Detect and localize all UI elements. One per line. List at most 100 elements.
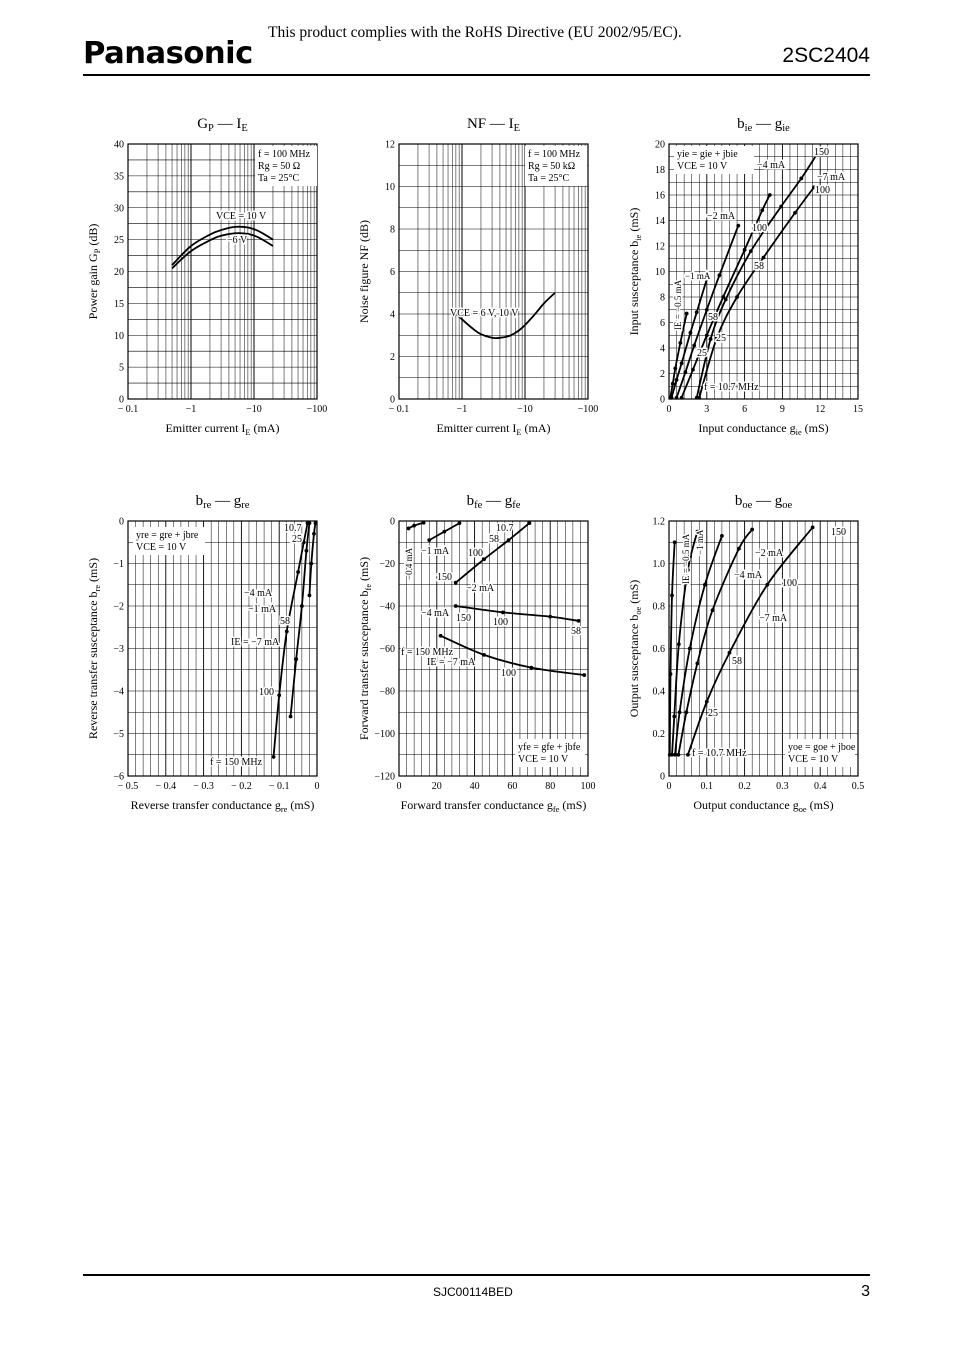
data-point xyxy=(288,714,293,719)
annotation-label: f = 150 MHz xyxy=(401,647,454,658)
annotation-label: −1 mA xyxy=(421,546,450,557)
data-point xyxy=(686,567,690,572)
data-point xyxy=(750,527,755,532)
x-tick-label: −100 xyxy=(307,404,328,415)
y-tick-label: 6 xyxy=(660,318,665,329)
data-point xyxy=(582,673,587,677)
grid xyxy=(127,143,318,400)
data-point xyxy=(307,521,312,526)
data-point xyxy=(299,604,304,608)
condition-text: f = 100 MHz xyxy=(528,149,581,160)
annotation-label: 58 xyxy=(489,534,499,545)
annotation-label: 25 xyxy=(697,348,707,359)
x-tick-label: − 0.4 xyxy=(155,781,176,792)
data-point xyxy=(527,521,532,526)
y-tick-label: 10 xyxy=(114,331,124,342)
data-point xyxy=(506,538,511,543)
data-point xyxy=(815,151,820,155)
data-point xyxy=(688,330,693,335)
data-point xyxy=(760,208,765,213)
annotation-label: 100 xyxy=(468,548,483,559)
data-point xyxy=(687,646,692,651)
y-tick-label: 0.4 xyxy=(653,687,666,698)
series-label: VCE = 10 V xyxy=(216,211,267,222)
data-point xyxy=(765,582,770,587)
data-point xyxy=(668,672,673,676)
x-tick-label: 12 xyxy=(815,404,825,415)
annotation-label: −4 mA xyxy=(757,160,786,171)
annotation-label: 10.7 xyxy=(496,523,514,534)
data-point xyxy=(309,561,314,566)
chart-title: GP​ — IE​ xyxy=(197,116,248,134)
data-point xyxy=(271,754,276,759)
page-number: 3 xyxy=(861,1283,870,1300)
y-tick-label: −6 xyxy=(113,772,124,783)
conditions-box xyxy=(255,146,317,186)
data-point xyxy=(714,335,719,340)
y-tick-label: 0 xyxy=(119,395,124,406)
chart-bfe-gfe: 0 20 40 60 80 100 −120 −100 −80 −60 −40 −20 0 bfe​ — … xyxy=(357,493,596,814)
data-point xyxy=(767,193,772,197)
data-point xyxy=(720,533,724,538)
chart-title: bre​ — gre​ xyxy=(196,493,250,511)
data-point xyxy=(704,277,709,282)
condition-text: VCE = 10 V xyxy=(136,542,187,553)
x-tick-label: − 0.3 xyxy=(193,781,214,792)
y-tick-label: −120 xyxy=(374,772,395,783)
data-point xyxy=(683,370,688,375)
y-tick-label: −1 xyxy=(113,559,124,570)
x-axis-label: Input conductance gie​ (mS) xyxy=(698,421,828,437)
data-point xyxy=(576,618,581,623)
data-point xyxy=(673,752,677,757)
y-tick-label: 0 xyxy=(660,395,665,406)
annotation-label: 100 xyxy=(259,687,274,698)
annotation-label: −4 mA xyxy=(244,588,273,599)
x-tick-label: 40 xyxy=(470,781,480,792)
annotation-label: −7 mA xyxy=(759,613,788,624)
data-point xyxy=(457,521,462,526)
plot-frame xyxy=(668,520,859,777)
data-point xyxy=(735,295,739,299)
annotation-label: 58 xyxy=(571,626,581,637)
condition-text: yoe = goe + jboe xyxy=(788,742,856,753)
y-axis-label: Noise figure NF (dB) xyxy=(357,220,371,323)
x-tick-label: 60 xyxy=(507,781,517,792)
data-point xyxy=(692,343,697,348)
data-point xyxy=(684,311,689,316)
annotation-label: −2 mA xyxy=(707,211,736,222)
y-tick-label: −3 xyxy=(113,644,124,655)
data-point xyxy=(761,255,766,260)
annotation-label: f = 150 MHz xyxy=(210,757,263,768)
data-point xyxy=(673,366,678,371)
y-tick-label: 15 xyxy=(114,299,124,310)
series-line-2 xyxy=(455,522,530,584)
y-tick-label: 1.0 xyxy=(653,559,666,570)
condition-text: Rg = 50 Ω xyxy=(258,161,300,172)
annotation-label: 58 xyxy=(732,656,742,667)
y-tick-label: 30 xyxy=(114,203,124,214)
x-tick-label: −10 xyxy=(246,404,262,415)
data-point xyxy=(721,295,726,299)
series-line-4 xyxy=(440,634,585,676)
series-label: −6 V xyxy=(227,235,248,246)
conditions-box xyxy=(133,527,205,555)
data-point xyxy=(686,752,690,757)
y-tick-label: 20 xyxy=(655,140,665,151)
annotation-label: 25 xyxy=(292,534,302,545)
data-point xyxy=(307,593,312,598)
data-point xyxy=(548,614,553,619)
y-tick-label: 0.2 xyxy=(653,729,666,740)
data-point xyxy=(704,699,709,704)
annotation-label: 25 xyxy=(708,708,718,719)
data-point xyxy=(312,531,316,536)
x-tick-label: 80 xyxy=(545,781,555,792)
series-line-5 xyxy=(698,186,815,398)
y-axis-label: Power gain GP​ (dB) xyxy=(86,224,102,320)
chart-boe-goe: 0 0.1 0.2 0.3 0.4 0.5 0 0.2 0.4 0.6 0.8 1.0 1.2 boe​ … xyxy=(627,493,864,814)
series-line-0 xyxy=(451,292,556,340)
grid xyxy=(398,143,589,400)
y-tick-label: 25 xyxy=(114,235,124,246)
series-line-2 xyxy=(308,522,317,596)
data-point xyxy=(670,593,674,598)
annotation-label: −1 mA xyxy=(695,529,705,555)
